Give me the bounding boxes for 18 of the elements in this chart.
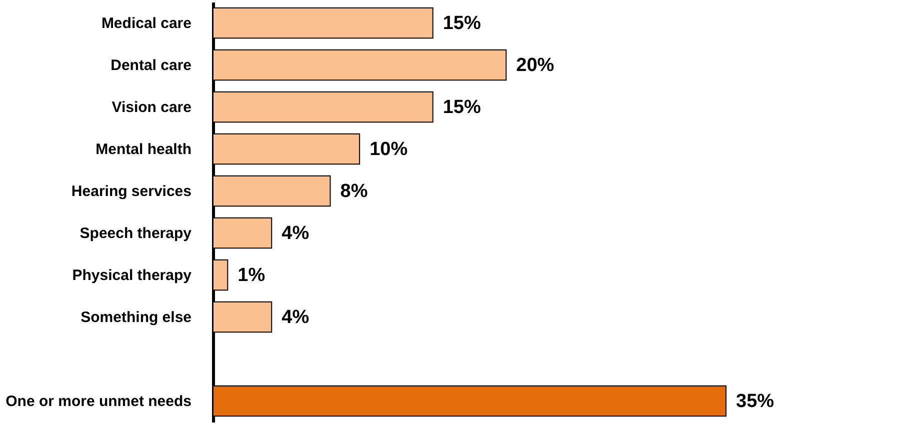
data-label: 4% bbox=[282, 223, 310, 244]
data-label: 35% bbox=[736, 391, 774, 412]
data-label: 10% bbox=[370, 139, 408, 160]
data-label: 4% bbox=[282, 307, 310, 328]
y-tick-label: Dental care bbox=[110, 57, 192, 74]
data-label: 8% bbox=[340, 181, 368, 202]
data-label: 15% bbox=[442, 97, 481, 118]
y-tick-label: Hearing services bbox=[71, 183, 192, 200]
y-tick-label: Vision care bbox=[112, 99, 192, 116]
y-tick-label: Speech therapy bbox=[80, 225, 192, 242]
y-tick-label: Something else bbox=[80, 309, 192, 326]
y-tick-label: One or more unmet needs bbox=[6, 393, 192, 410]
data-label: 20% bbox=[516, 55, 554, 76]
y-tick-label: Mental health bbox=[96, 141, 192, 158]
data-label: 15% bbox=[442, 13, 481, 34]
y-tick-label: Medical care bbox=[101, 15, 192, 32]
data-label: 1% bbox=[238, 265, 266, 286]
y-tick-label: Physical therapy bbox=[72, 267, 192, 284]
